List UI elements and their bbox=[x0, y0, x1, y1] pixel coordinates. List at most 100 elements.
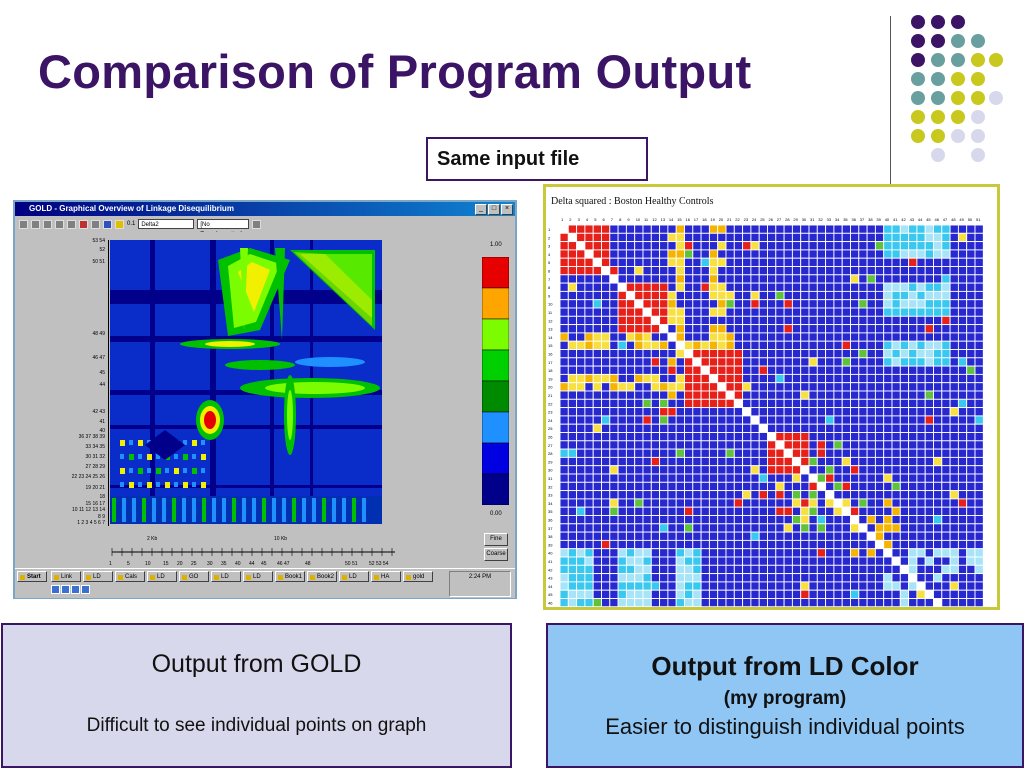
maximize-icon[interactable]: □ bbox=[488, 204, 500, 215]
ld-cell bbox=[750, 456, 760, 467]
ld-cell bbox=[775, 373, 785, 384]
ld-col-label: 48 bbox=[951, 217, 956, 222]
ld-cell bbox=[692, 266, 702, 276]
ld-cell bbox=[974, 523, 984, 533]
grid-icon[interactable] bbox=[67, 219, 76, 229]
ld-cell bbox=[717, 307, 727, 317]
taskbar-item[interactable]: Link bbox=[51, 571, 81, 582]
ld-cell bbox=[592, 349, 602, 359]
print-icon[interactable] bbox=[43, 219, 52, 229]
ld-cell bbox=[609, 398, 619, 409]
copy-icon[interactable] bbox=[55, 219, 64, 229]
ld-cell bbox=[667, 531, 677, 541]
quick-launch-icon[interactable] bbox=[51, 585, 60, 594]
ld-cell bbox=[833, 598, 843, 607]
taskbar-item[interactable]: LD bbox=[211, 571, 241, 582]
taskbar-item[interactable]: LD bbox=[83, 571, 113, 582]
taskbar-item[interactable]: LD bbox=[243, 571, 273, 582]
ld-cell bbox=[816, 407, 827, 417]
taskbar-item[interactable]: HA bbox=[371, 571, 401, 582]
ld-cell bbox=[783, 390, 793, 400]
ld-cell bbox=[974, 390, 984, 400]
ld-cell bbox=[750, 232, 760, 243]
ld-cell bbox=[659, 274, 669, 284]
coarse-button[interactable]: Coarse bbox=[484, 548, 508, 561]
ld-cell bbox=[617, 357, 627, 367]
quick-launch-icon[interactable] bbox=[81, 585, 90, 594]
ld-cell bbox=[584, 266, 594, 276]
taskbar-item[interactable]: gold bbox=[403, 571, 433, 582]
quick-launch-icon[interactable] bbox=[61, 585, 70, 594]
measure-select[interactable]: Delta2 bbox=[138, 219, 195, 229]
save-icon[interactable] bbox=[31, 219, 40, 229]
ld-cell bbox=[783, 498, 793, 508]
ld-cell bbox=[767, 548, 777, 558]
ld-cell bbox=[974, 357, 984, 367]
ld-cell bbox=[825, 598, 835, 607]
ld-cell bbox=[592, 598, 602, 607]
ld-cell bbox=[601, 382, 611, 392]
ld-cell bbox=[667, 224, 677, 234]
ld-cell bbox=[916, 282, 926, 292]
ld-cell bbox=[642, 373, 652, 384]
ld-cell bbox=[783, 299, 793, 309]
ld-cell bbox=[800, 589, 810, 599]
taskbar-item[interactable]: Book2 bbox=[307, 571, 337, 582]
pencil-icon[interactable] bbox=[79, 219, 88, 229]
ld-cell bbox=[567, 539, 578, 550]
transform-select[interactable]: [No Transformation] bbox=[197, 219, 250, 238]
ld-col-label: 49 bbox=[959, 217, 964, 222]
ld-cell bbox=[899, 598, 910, 607]
ld-cell bbox=[750, 349, 760, 359]
ld-cell bbox=[659, 299, 669, 309]
fine-button[interactable]: Fine bbox=[484, 533, 508, 546]
ld-cell bbox=[808, 398, 818, 409]
taskbar-item[interactable]: LD bbox=[339, 571, 369, 582]
ld-cell bbox=[708, 282, 719, 292]
ld-cell bbox=[883, 315, 893, 326]
taskbar-item[interactable]: LD bbox=[147, 571, 177, 582]
ld-cell bbox=[833, 266, 843, 276]
ld-cell bbox=[775, 564, 785, 575]
ld-cell bbox=[617, 398, 627, 409]
ld-cell bbox=[908, 332, 918, 342]
globe-icon[interactable] bbox=[103, 219, 112, 229]
ld-cell bbox=[783, 531, 793, 541]
ld-cell bbox=[625, 473, 636, 483]
ld-cell bbox=[625, 456, 636, 467]
minimize-icon[interactable]: _ bbox=[475, 204, 487, 215]
ld-cell bbox=[634, 282, 644, 292]
bulb-icon[interactable] bbox=[115, 219, 124, 229]
ld-cell bbox=[650, 556, 661, 566]
ld-cell bbox=[692, 456, 702, 467]
ld-cell bbox=[791, 398, 802, 409]
ld-cell bbox=[916, 548, 926, 558]
ld-cell bbox=[933, 498, 943, 508]
taskbar-item[interactable]: Book1 bbox=[275, 571, 305, 582]
quick-launch-icon[interactable] bbox=[71, 585, 80, 594]
ld-cell bbox=[609, 324, 619, 334]
ld-cell bbox=[592, 473, 602, 483]
close-icon[interactable]: × bbox=[501, 204, 513, 215]
ld-cell bbox=[642, 423, 652, 433]
ld-cell bbox=[957, 382, 968, 392]
ld-cell bbox=[974, 349, 984, 359]
ld-cell bbox=[609, 349, 619, 359]
ld-cell bbox=[767, 573, 777, 583]
taskbar-item[interactable]: Cals bbox=[115, 571, 145, 582]
ld-cell bbox=[775, 448, 785, 458]
help-icon[interactable] bbox=[252, 219, 262, 229]
ld-cell bbox=[941, 465, 951, 475]
ld-cell bbox=[750, 382, 760, 392]
scale-min-label: 0.00 bbox=[490, 511, 502, 517]
ld-cell bbox=[941, 224, 951, 234]
ld-cell bbox=[841, 423, 851, 433]
taskbar-item[interactable]: GO bbox=[179, 571, 209, 582]
open-icon[interactable] bbox=[19, 219, 28, 229]
start-button[interactable]: Start bbox=[17, 571, 47, 582]
brush-icon[interactable] bbox=[91, 219, 100, 229]
ld-cell bbox=[733, 415, 744, 425]
ld-cell bbox=[758, 340, 768, 350]
ld-cell bbox=[692, 241, 702, 251]
ld-cell bbox=[625, 299, 636, 309]
